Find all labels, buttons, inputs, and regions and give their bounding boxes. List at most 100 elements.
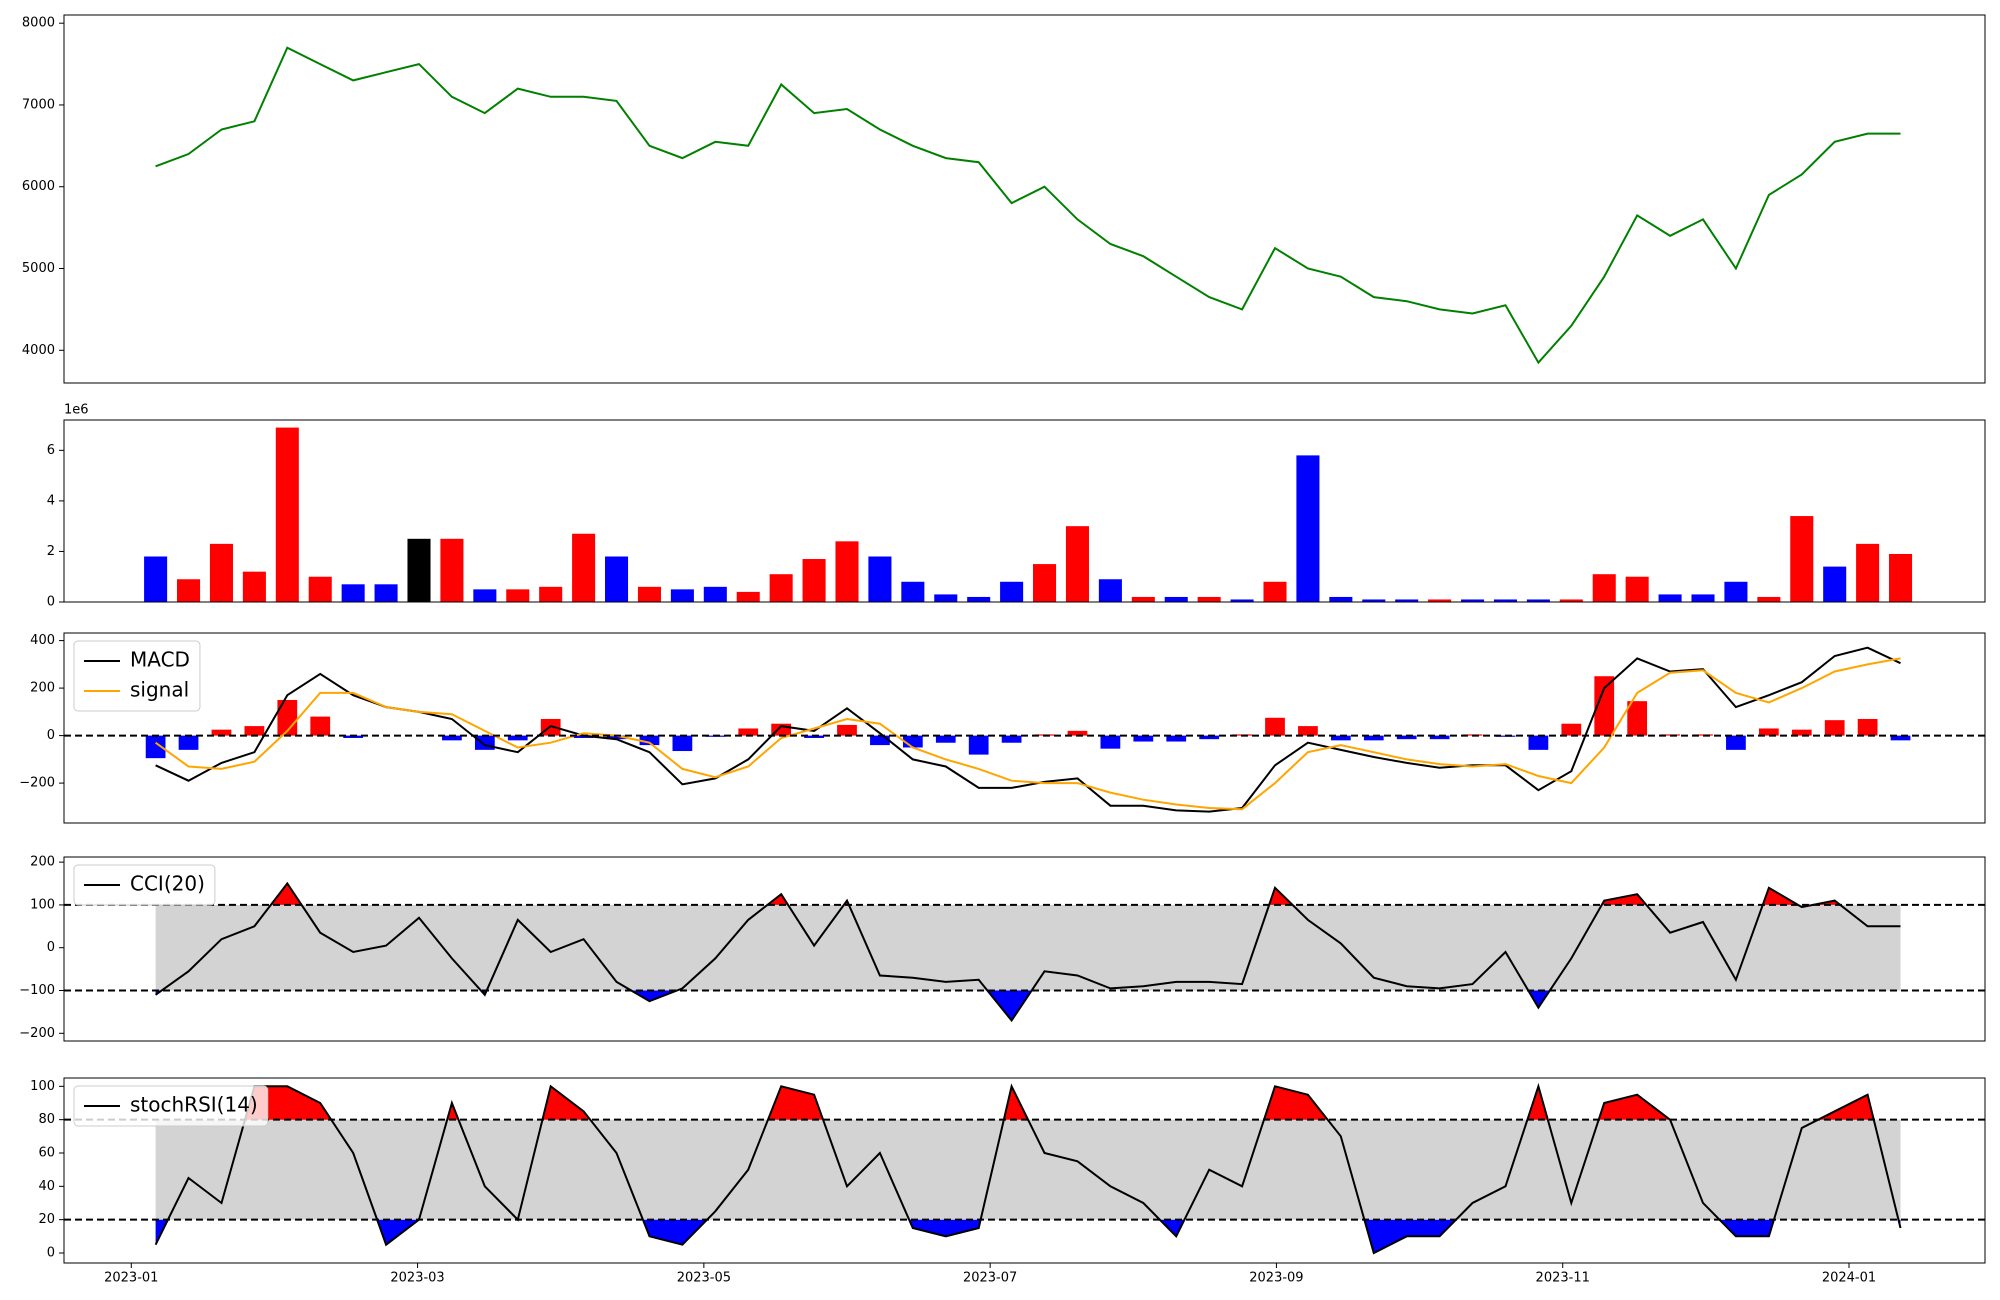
volume-bar	[572, 533, 596, 602]
volume-bar	[1461, 599, 1485, 602]
y-tick-label: 2	[47, 544, 55, 559]
volume-bar	[1098, 579, 1122, 602]
volume-bar	[1033, 564, 1057, 602]
y-tick-label: 8000	[22, 16, 55, 31]
volume-bar	[605, 556, 629, 602]
volume-bar	[1164, 596, 1188, 602]
histogram-bar	[1824, 720, 1845, 736]
volume-bar	[901, 581, 925, 602]
histogram-bar	[343, 735, 364, 738]
legend: CCI(20)	[73, 864, 216, 906]
histogram-bar	[1758, 728, 1779, 736]
volume-bar	[440, 538, 464, 602]
histogram-bar	[738, 728, 759, 736]
volume-bar	[967, 596, 991, 602]
histogram-bar	[507, 735, 528, 741]
y-offset-label: 1e6	[64, 403, 89, 418]
panel: −200 −100 0 100 200 CCI(20)	[19, 855, 1986, 1042]
volume-bar	[209, 543, 233, 602]
plot-area	[64, 881, 1985, 1023]
histogram-bar	[1330, 735, 1351, 741]
y-tick-label: 100	[30, 1079, 55, 1094]
y-tick-label: 200	[30, 855, 55, 870]
y-tick-label: 4	[47, 493, 55, 508]
above-fill	[155, 883, 1901, 905]
y-tick-label: 6	[47, 443, 55, 458]
histogram-bar	[672, 735, 693, 752]
axes-frame	[63, 856, 1986, 1042]
series-line	[155, 657, 1901, 811]
histogram-bar	[935, 735, 956, 743]
histogram-bar	[1001, 735, 1022, 743]
histogram-bar	[837, 724, 857, 736]
volume-bar	[1131, 596, 1155, 602]
histogram-bar	[1067, 730, 1088, 736]
y-tick-label: 20	[38, 1212, 55, 1227]
legend-label: CCI(20)	[130, 872, 205, 896]
histogram-bar	[1594, 676, 1615, 736]
histogram-bar	[1726, 735, 1746, 750]
panel: −200 0 200 400 MACD signal	[19, 632, 1986, 824]
volume-bar	[637, 586, 661, 602]
panel: 4000 5000 6000 7000 8000	[22, 14, 1986, 384]
volume-bar	[275, 427, 299, 602]
legend: MACD signal	[73, 640, 201, 712]
volume-bar	[1065, 526, 1089, 602]
volume-bar	[1658, 594, 1682, 602]
histogram-bar	[474, 735, 495, 750]
histogram-bar	[804, 735, 824, 738]
histogram-bar	[1561, 723, 1582, 736]
volume-bar	[769, 574, 793, 602]
histogram-bar	[1627, 701, 1648, 736]
x-tick-label: 2023-05	[677, 1271, 731, 1286]
below-fill	[155, 1219, 1901, 1253]
y-tick-label: 4000	[22, 343, 55, 358]
x-tick-label: 2023-01	[104, 1271, 158, 1286]
x-tick-label: 2023-11	[1536, 1271, 1590, 1286]
volume-bar	[1296, 455, 1320, 602]
x-tick-label: 2023-03	[390, 1271, 444, 1286]
histogram-bar	[902, 735, 923, 748]
volume-bar	[802, 559, 826, 602]
y-tick-label: 0	[47, 595, 55, 610]
histogram-bar	[1133, 735, 1154, 742]
legend: stochRSI(14)	[73, 1085, 269, 1127]
volume-bar	[144, 556, 168, 602]
y-tick-label: −200	[19, 776, 55, 791]
y-tick-label: −200	[19, 1026, 55, 1041]
above-fill	[155, 1086, 1901, 1120]
series-line	[155, 46, 1901, 365]
neutral-band	[155, 1119, 1901, 1220]
y-tick-label: 40	[38, 1179, 55, 1194]
y-tick-label: 0	[47, 728, 55, 743]
plot-area	[64, 1082, 1985, 1255]
y-tick-label: 80	[38, 1112, 55, 1127]
y-tick-label: 60	[38, 1146, 55, 1161]
volume-bar	[341, 584, 365, 602]
histogram-bar	[968, 735, 989, 755]
volume-bar	[1625, 576, 1649, 602]
x-tick-label: 2024-01	[1822, 1271, 1876, 1286]
y-tick-label: 200	[30, 681, 55, 696]
volume-bar	[1856, 543, 1880, 602]
legend-box	[73, 1085, 269, 1127]
histogram-bar	[178, 735, 199, 750]
legend-label: MACD	[130, 648, 190, 672]
axes-frame	[63, 419, 1986, 603]
series-line	[154, 1082, 1902, 1255]
volume-bar	[308, 576, 332, 602]
histogram-bar	[310, 716, 331, 736]
y-tick-label: 0	[47, 940, 55, 955]
y-tick-label: 400	[30, 633, 55, 648]
y-tick-label: 100	[30, 897, 55, 912]
volume-bar	[670, 589, 694, 602]
y-tick-label: 0	[47, 1246, 55, 1261]
histogram-bar	[244, 726, 265, 736]
axes-frame	[63, 632, 1986, 824]
volume-bar	[1790, 516, 1814, 602]
histogram-bar	[1298, 726, 1318, 736]
volume-bar	[407, 538, 431, 602]
volume-bar	[374, 584, 398, 602]
histogram-bar	[1857, 718, 1878, 736]
